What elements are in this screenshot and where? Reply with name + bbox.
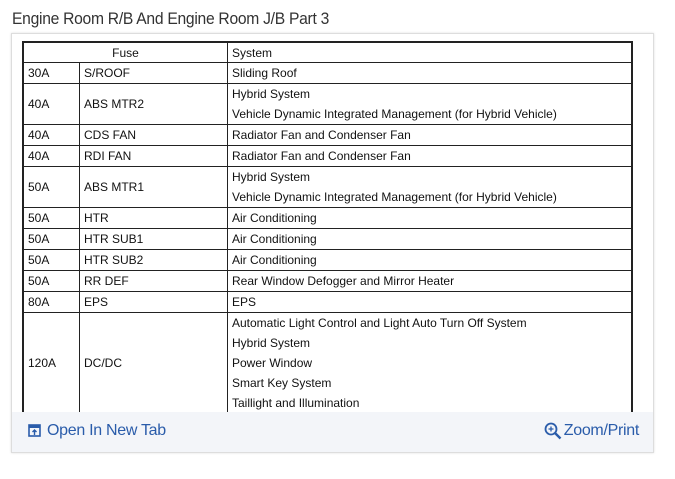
system-line: Vehicle Dynamic Integrated Management (f…	[232, 107, 557, 121]
system-line: Air Conditioning	[232, 232, 317, 246]
system-line: Rear Window Defogger and Mirror Heater	[232, 274, 455, 288]
fuse-system: Hybrid System Vehicle Dynamic Integrated …	[227, 166, 633, 208]
zoom-print-link[interactable]: Zoom/Print	[544, 422, 639, 440]
fuse-amperage: 40A	[22, 145, 80, 167]
system-line: EPS	[232, 295, 257, 309]
fuse-system: Radiator Fan and Condenser Fan	[227, 145, 633, 167]
table-header-row: Fuse System	[22, 41, 633, 63]
fuse-name: CDS FAN	[79, 124, 228, 146]
system-line: Air Conditioning	[232, 211, 317, 225]
system-line: Hybrid System	[232, 170, 311, 184]
system-line: Smart Key System	[232, 376, 332, 390]
fuse-amperage: 50A	[22, 166, 80, 208]
fuse-name: ABS MTR2	[79, 83, 228, 125]
fuse-name: RDI FAN	[79, 145, 228, 167]
fuse-amperage: 80A	[22, 291, 80, 313]
system-line: Sliding Roof	[232, 66, 297, 80]
fuse-table: Fuse System 30A S/ROOF Sliding Roof 40A ABS …	[22, 41, 633, 415]
system-line: Vehicle Dynamic Integrated Management (f…	[232, 190, 557, 204]
system-line: Radiator Fan and Condenser Fan	[232, 149, 411, 163]
open-new-tab-icon	[28, 424, 41, 438]
system-line: Radiator Fan and Condenser Fan	[232, 128, 411, 142]
fuse-system: Sliding Roof	[227, 62, 633, 84]
fuse-system: Air Conditioning	[227, 249, 633, 271]
card-footer: Open In New Tab Zoom/Print	[12, 412, 653, 452]
fuse-amperage: 40A	[22, 83, 80, 125]
fuse-name: EPS	[79, 291, 228, 313]
fuse-name: ABS MTR1	[79, 166, 228, 208]
table-row: 50A HTR Air Conditioning	[22, 207, 633, 229]
fuse-system: Air Conditioning	[227, 228, 633, 250]
table-row: 40A RDI FAN Radiator Fan and Condenser Fan	[22, 145, 633, 167]
zoom-print-label: Zoom/Print	[563, 422, 640, 439]
system-line: Taillight and Illumination	[232, 396, 360, 410]
table-row: 80A EPS EPS	[22, 291, 633, 313]
fuse-amperage: 40A	[22, 124, 80, 146]
table-row: 50A HTR SUB2 Air Conditioning	[22, 249, 633, 271]
system-line: Hybrid System	[232, 336, 311, 350]
fuse-amperage: 30A	[22, 62, 80, 84]
image-card: Fuse System 30A S/ROOF Sliding Roof 40A ABS …	[11, 33, 654, 453]
fuse-name: HTR SUB2	[79, 249, 228, 271]
table-row: 30A S/ROOF Sliding Roof	[22, 62, 633, 84]
fuse-name: DC/DC	[79, 312, 228, 415]
fuse-amperage: 50A	[22, 207, 80, 229]
open-in-new-tab-label: Open In New Tab	[47, 422, 166, 439]
fuse-amperage: 120A	[22, 312, 80, 415]
system-line: Hybrid System	[232, 87, 311, 101]
system-line: Air Conditioning	[232, 253, 317, 267]
table-row: 120A DC/DC Automatic Light Control and Lig…	[22, 312, 633, 415]
table-row: 50A RR DEF Rear Window Defogger and Mirror…	[22, 270, 633, 292]
fuse-system: Automatic Light Control and Light Auto T…	[227, 312, 633, 415]
fuse-system: Hybrid System Vehicle Dynamic Integrated …	[227, 83, 633, 125]
header-system: System	[227, 41, 633, 63]
fuse-name: HTR SUB1	[79, 228, 228, 250]
page-title: Engine Room R/B And Engine Room J/B Part…	[12, 9, 330, 28]
fuse-name: S/ROOF	[79, 62, 228, 84]
fuse-system: EPS	[227, 291, 633, 313]
table-row: 50A HTR SUB1 Air Conditioning	[22, 228, 633, 250]
zoom-in-icon	[544, 422, 562, 440]
fuse-system: Radiator Fan and Condenser Fan	[227, 124, 633, 146]
fuse-amperage: 50A	[22, 270, 80, 292]
table-row: 40A ABS MTR2 Hybrid System Vehicle Dynamic …	[22, 83, 633, 125]
system-line: Power Window	[232, 356, 313, 370]
fuse-system: Air Conditioning	[227, 207, 633, 229]
open-in-new-tab-link[interactable]: Open In New Tab	[28, 422, 166, 440]
table-row: 40A CDS FAN Radiator Fan and Condenser Fan	[22, 124, 633, 146]
fuse-name: HTR	[79, 207, 228, 229]
system-line: Automatic Light Control and Light Auto T…	[232, 316, 527, 330]
fuse-name: RR DEF	[79, 270, 228, 292]
fuse-system: Rear Window Defogger and Mirror Heater	[227, 270, 633, 292]
fuse-amperage: 50A	[22, 228, 80, 250]
table-row: 50A ABS MTR1 Hybrid System Vehicle Dynamic …	[22, 166, 633, 208]
fuse-amperage: 50A	[22, 249, 80, 271]
header-fuse: Fuse	[22, 41, 228, 63]
